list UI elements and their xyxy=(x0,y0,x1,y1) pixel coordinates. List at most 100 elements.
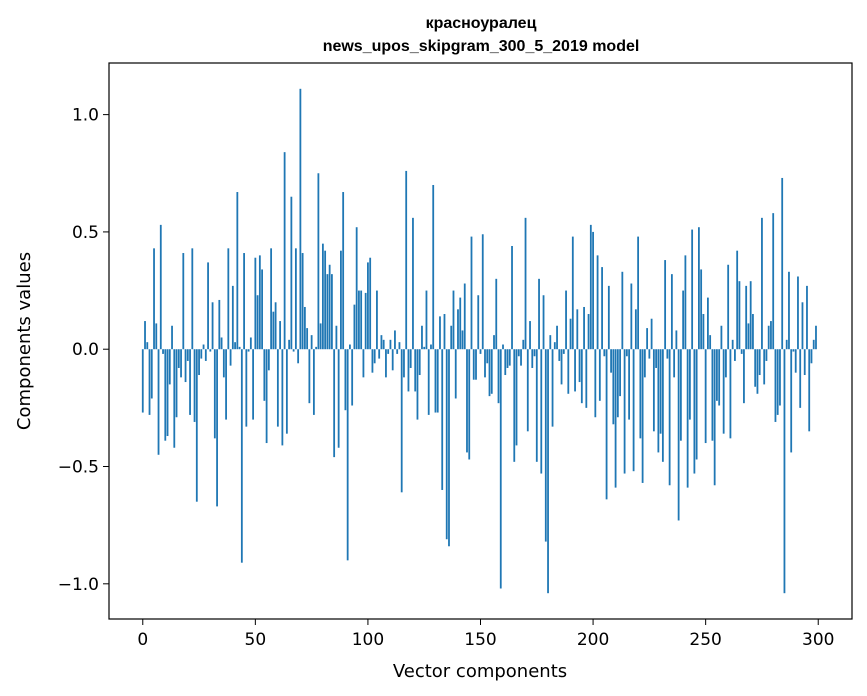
bar-265 xyxy=(738,281,741,350)
bar-28 xyxy=(204,349,207,361)
bar-232 xyxy=(664,260,667,350)
bar-174 xyxy=(533,349,536,357)
bar-233 xyxy=(666,349,669,359)
bar-281 xyxy=(774,349,777,422)
bar-74 xyxy=(308,349,311,404)
bar-126 xyxy=(425,290,428,350)
bar-298 xyxy=(812,339,815,350)
bar-208 xyxy=(610,349,612,373)
bar-253 xyxy=(711,349,714,441)
bar-230 xyxy=(659,349,662,434)
bar-201 xyxy=(594,349,597,418)
y-axis: −1.0 −0.5 0.0 0.5 1.0 xyxy=(58,106,109,595)
bar-27 xyxy=(202,344,205,350)
bar-167 xyxy=(517,349,520,357)
bar-131 xyxy=(436,349,439,413)
bar-180 xyxy=(547,349,549,594)
bar-0 xyxy=(141,349,144,413)
bar-256 xyxy=(718,349,721,406)
bar-111 xyxy=(391,349,394,371)
bar-254 xyxy=(713,349,716,486)
bar-49 xyxy=(252,349,254,420)
bar-68 xyxy=(294,248,297,350)
bar-150 xyxy=(479,349,482,354)
bar-130 xyxy=(434,349,437,413)
chart-subtitle: news_upos_skipgram_300_5_2019 model xyxy=(323,38,640,55)
bar-273 xyxy=(756,349,759,394)
bar-209 xyxy=(612,349,615,425)
bar-235 xyxy=(670,274,673,350)
bar-129 xyxy=(432,184,435,350)
bar-171 xyxy=(526,349,529,432)
bar-127 xyxy=(427,349,430,415)
bar-65 xyxy=(288,339,291,350)
bar-255 xyxy=(716,349,718,401)
bar-46 xyxy=(245,349,248,427)
bar-151 xyxy=(481,234,484,350)
bar-29 xyxy=(207,262,209,350)
bar-134 xyxy=(443,314,446,350)
bar-31 xyxy=(211,302,214,350)
bar-67 xyxy=(292,349,295,352)
bar-85 xyxy=(333,349,336,458)
bar-86 xyxy=(335,325,338,350)
bar-214 xyxy=(623,349,626,474)
bar-175 xyxy=(535,349,538,462)
bar-223 xyxy=(643,349,646,378)
bar-33 xyxy=(216,349,218,507)
bar-159 xyxy=(499,349,502,589)
bar-250 xyxy=(704,349,707,444)
bar-132 xyxy=(439,316,441,350)
bar-225 xyxy=(648,349,651,359)
bar-227 xyxy=(652,349,655,432)
bar-100 xyxy=(367,262,369,350)
bar-157 xyxy=(495,278,498,350)
bar-23 xyxy=(193,349,196,422)
bar-187 xyxy=(562,349,565,354)
bar-215 xyxy=(625,349,628,357)
bar-146 xyxy=(470,236,473,350)
bar-82 xyxy=(326,274,329,350)
bar-183 xyxy=(553,342,556,350)
bar-143 xyxy=(463,283,466,350)
bar-56 xyxy=(267,349,270,371)
bar-64 xyxy=(285,349,288,434)
bar-200 xyxy=(592,231,594,350)
bar-96 xyxy=(358,290,360,350)
bar-58 xyxy=(272,311,275,350)
bar-102 xyxy=(371,349,374,373)
bar-164 xyxy=(511,245,513,350)
bar-139 xyxy=(454,349,457,399)
bar-169 xyxy=(522,339,525,350)
bar-99 xyxy=(364,292,367,350)
bar-11 xyxy=(166,349,169,437)
bar-224 xyxy=(646,328,649,350)
bar-80 xyxy=(321,243,324,350)
bar-268 xyxy=(745,285,748,350)
bar-147 xyxy=(472,349,475,380)
bar-95 xyxy=(355,227,358,350)
bar-20 xyxy=(186,349,189,361)
bar-124 xyxy=(421,325,423,350)
bar-195 xyxy=(580,349,583,404)
bar-278 xyxy=(767,325,770,350)
bar-62 xyxy=(281,349,284,446)
bar-113 xyxy=(396,349,399,354)
bar-36 xyxy=(222,349,225,378)
bar-98 xyxy=(362,349,365,378)
bar-269 xyxy=(747,323,750,350)
bar-16 xyxy=(177,349,180,368)
bar-266 xyxy=(740,349,743,354)
bar-196 xyxy=(583,306,585,350)
bar-172 xyxy=(529,321,531,350)
bar-119 xyxy=(409,349,412,368)
bar-166 xyxy=(515,349,518,446)
bar-257 xyxy=(720,325,723,350)
bar-291 xyxy=(797,276,799,350)
x-tick-label: 100 xyxy=(352,630,384,650)
bar-148 xyxy=(475,349,477,380)
bar-17 xyxy=(180,349,182,378)
bar-220 xyxy=(637,236,640,350)
bar-270 xyxy=(749,281,752,350)
bar-259 xyxy=(725,349,727,378)
